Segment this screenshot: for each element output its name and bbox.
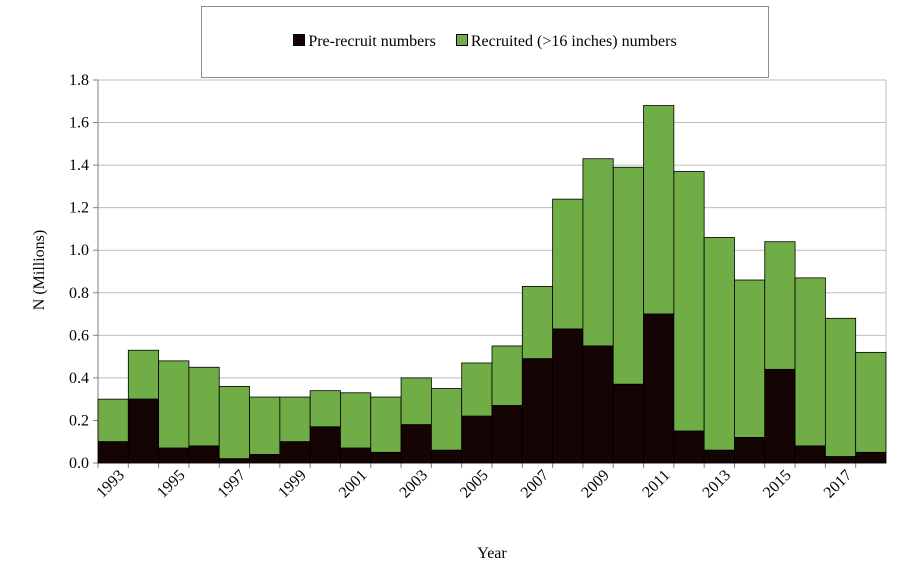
y-tick-label: 0.4	[69, 370, 89, 387]
bar-pre-recruit-1993	[97, 441, 129, 464]
bar-recruited-2013	[703, 237, 735, 451]
bar-pre-recruit-2005	[461, 415, 493, 464]
bar-recruited-2014	[734, 279, 766, 438]
legend-swatch-recruited	[455, 34, 468, 46]
legend-label-pre-recruit: Pre-recruit numbers	[308, 33, 436, 50]
bar-pre-recruit-2012	[673, 430, 705, 464]
bar-pre-recruit-1994	[127, 398, 160, 464]
bar-recruited-1998	[249, 396, 281, 455]
y-tick-label: 1.6	[69, 115, 89, 132]
bar-recruited-2002	[370, 396, 402, 453]
bar-recruited-2006	[491, 345, 523, 406]
bar-recruited-1996	[188, 366, 220, 447]
bar-recruited-1997	[218, 385, 250, 460]
x-tick-label: 2003	[396, 467, 431, 502]
bar-pre-recruit-2011	[643, 313, 675, 464]
bar-pre-recruit-2007	[521, 358, 554, 464]
bar-recruited-2008	[552, 198, 584, 330]
bar-recruited-2009	[582, 158, 614, 347]
x-tick-label: 2005	[457, 467, 492, 502]
x-axis-label: Year	[477, 545, 507, 562]
bar-recruited-1993	[97, 398, 129, 443]
bar-recruited-2001	[340, 392, 372, 449]
bar-recruited-2018	[855, 351, 887, 453]
bar-pre-recruit-2006	[491, 405, 523, 464]
x-tick-label: 2017	[821, 467, 856, 502]
legend-item-recruited: Recruited (>16 inches) numbers	[455, 33, 677, 51]
bar-pre-recruit-2000	[309, 426, 341, 464]
x-tick-label: 2007	[518, 467, 553, 502]
bar-pre-recruit-2015	[764, 368, 796, 464]
bar-recruited-2005	[461, 362, 493, 417]
bar-pre-recruit-2009	[582, 345, 614, 464]
bar-pre-recruit-2010	[612, 383, 644, 464]
bar-pre-recruit-2017	[824, 456, 857, 464]
bar-pre-recruit-2002	[370, 451, 402, 464]
bar-recruited-1994	[127, 349, 160, 400]
legend-swatch-pre-recruit	[293, 34, 306, 46]
x-tick-label: 1997	[215, 467, 250, 502]
bars-group	[97, 105, 887, 464]
bar-recruited-2000	[309, 390, 341, 428]
bar-recruited-2016	[794, 277, 826, 447]
x-tick-label: 2009	[578, 467, 613, 502]
x-tick-label: 2015	[760, 467, 795, 502]
bar-pre-recruit-1996	[188, 445, 220, 464]
x-tick-label: 2001	[336, 467, 371, 502]
legend: Pre-recruit numbers Recruited (>16 inche…	[201, 6, 769, 78]
bar-pre-recruit-2004	[430, 449, 463, 464]
y-tick-label: 1.4	[69, 157, 89, 174]
y-tick-label: 1.8	[69, 72, 89, 89]
x-tick-label: 2011	[639, 467, 673, 501]
y-axis-label: N (Millions)	[31, 230, 48, 310]
bar-pre-recruit-2003	[400, 424, 432, 464]
bar-recruited-1995	[158, 360, 190, 449]
bar-recruited-2003	[400, 377, 432, 426]
y-tick-label: 0.6	[69, 327, 89, 344]
x-tick-labels: 1993 1995 1997 1999 2001 2003 2005 2007 2009 2011…	[93, 467, 855, 502]
y-tick-labels: 0.0 0.2 0.4 0.6 0.8 1.0 1.2 1.4 1.6 1.8	[69, 72, 89, 472]
x-tick-label: 1993	[93, 467, 128, 502]
bar-recruited-2011	[643, 105, 675, 315]
bar-recruited-2004	[430, 388, 463, 451]
legend-label-recruited: Recruited (>16 inches) numbers	[470, 33, 677, 50]
x-tick-label: 1995	[154, 467, 189, 502]
bar-pre-recruit-2001	[340, 447, 372, 464]
bar-pre-recruit-2008	[552, 328, 584, 464]
x-tick-label: 1999	[275, 467, 310, 502]
bar-recruited-2017	[824, 317, 857, 458]
bar-pre-recruit-2016	[794, 445, 826, 464]
y-tick-label: 1.0	[69, 242, 89, 259]
bar-pre-recruit-1999	[279, 441, 311, 464]
y-tick-label: 1.2	[69, 200, 89, 217]
bar-pre-recruit-2014	[734, 437, 766, 464]
bar-recruited-2007	[521, 285, 554, 360]
bar-recruited-2012	[673, 171, 705, 432]
bar-recruited-2015	[764, 241, 796, 370]
bar-recruited-2010	[612, 166, 644, 385]
y-tick-label: 0.2	[69, 412, 89, 429]
y-tick-label: 0.0	[69, 455, 89, 472]
bar-pre-recruit-2018	[855, 451, 887, 464]
bar-pre-recruit-1998	[249, 454, 281, 464]
x-tick-label: 2013	[699, 467, 734, 502]
bar-pre-recruit-2013	[703, 449, 735, 464]
bar-pre-recruit-1997	[218, 458, 250, 464]
bar-recruited-1999	[279, 396, 311, 443]
legend-item-pre-recruit: Pre-recruit numbers	[293, 33, 436, 51]
bar-pre-recruit-1995	[158, 447, 190, 464]
y-tick-label: 0.8	[69, 285, 89, 302]
